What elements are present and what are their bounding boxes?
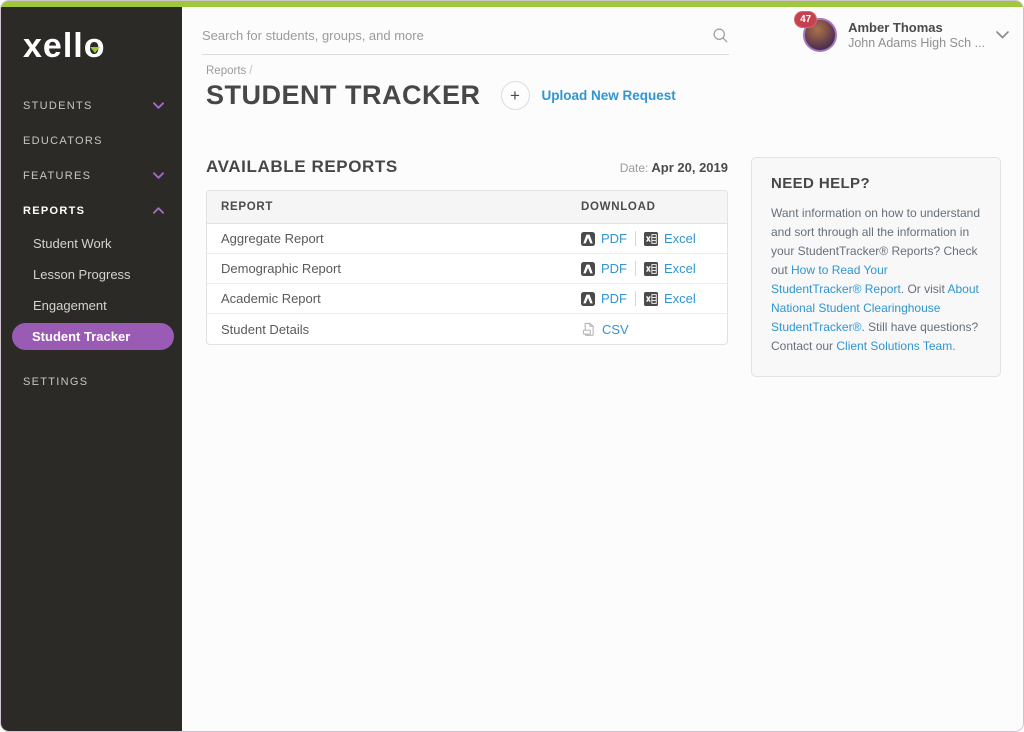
top-accent-bar [1, 1, 1023, 7]
topbar: 47 Amber Thomas John Adams High Sch ... [182, 7, 1023, 63]
pdf-download-link[interactable]: PDF [581, 291, 627, 306]
breadcrumb-reports-link[interactable]: Reports [206, 65, 247, 77]
user-name: Amber Thomas [848, 20, 943, 35]
sidebar-item-label: SETTINGS [23, 375, 89, 388]
sidebar-item-reports[interactable]: REPORTS [1, 193, 182, 228]
divider [635, 261, 636, 276]
table-row: Academic Report PDF Excel [207, 284, 727, 314]
download-column-header: DOWNLOAD [581, 201, 656, 213]
sidebar-item-features[interactable]: FEATURES [1, 158, 182, 193]
sidebar-item-label: EDUCATORS [23, 134, 103, 147]
pdf-icon [581, 291, 595, 306]
sidebar-nav: STUDENTS EDUCATORS FEATURES REPORTS Stud… [1, 88, 182, 399]
section-head: AVAILABLE REPORTS Date: Apr 20, 2019 [206, 157, 728, 177]
pdf-download-link[interactable]: PDF [581, 231, 627, 246]
sidebar-item-students[interactable]: STUDENTS [1, 88, 182, 123]
upload-label: Upload New Request [541, 88, 676, 103]
pdf-icon [581, 231, 595, 246]
help-link-client-solutions-team[interactable]: Client Solutions Team [836, 338, 953, 353]
title-row: STUDENT TRACKER + Upload New Request [206, 80, 1001, 111]
reports-table: REPORT DOWNLOAD Aggregate Report PDF [206, 190, 728, 345]
sidebar-item-label: FEATURES [23, 169, 92, 182]
report-name: Academic Report [221, 291, 321, 306]
xello-logo[interactable]: xello [23, 27, 182, 66]
excel-icon [644, 231, 658, 246]
sidebar-item-student-tracker[interactable]: Student Tracker [12, 323, 174, 350]
page-content: Reports / STUDENT TRACKER + Upload New Re… [182, 63, 1023, 377]
sidebar-item-educators[interactable]: EDUCATORS [1, 123, 182, 158]
plus-icon[interactable]: + [500, 81, 530, 110]
table-row: Student Details CSV [207, 314, 727, 344]
chevron-down-icon[interactable] [153, 102, 164, 109]
help-text-segment: . Or visit [900, 281, 948, 296]
excel-download-link[interactable]: Excel [644, 261, 696, 276]
user-menu[interactable]: 47 Amber Thomas John Adams High Sch ... [794, 11, 1009, 52]
sidebar-item-lesson-progress[interactable]: Lesson Progress [1, 259, 182, 290]
report-date: Date: Apr 20, 2019 [620, 160, 728, 175]
sidebar-item-settings[interactable]: SETTINGS [1, 364, 182, 399]
search-input[interactable] [202, 28, 712, 43]
available-reports-heading: AVAILABLE REPORTS [206, 157, 398, 176]
table-header: REPORT DOWNLOAD [207, 191, 727, 224]
avatar-wrap: 47 [794, 11, 838, 52]
page-title: STUDENT TRACKER [206, 80, 481, 110]
need-help-title: NEED HELP? [771, 175, 871, 192]
help-text-segment: Want information on how to understand an… [771, 206, 981, 277]
date-label: Date: [619, 161, 649, 175]
logo-triangle-icon [89, 46, 100, 53]
table-row: Demographic Report PDF Ex [207, 254, 727, 284]
search-icon[interactable] [712, 27, 729, 44]
logo-text: xell [23, 27, 84, 65]
date-value: Apr 20, 2019 [651, 160, 728, 175]
sidebar: xello STUDENTS EDUCATORS FEATURES REPORT… [1, 7, 182, 731]
chevron-down-icon[interactable] [153, 172, 164, 179]
reports-section: AVAILABLE REPORTS Date: Apr 20, 2019 REPO… [206, 157, 728, 345]
csv-icon [582, 322, 594, 336]
report-column-header: REPORT [221, 201, 274, 213]
help-text-segment: . [952, 338, 956, 353]
table-row: Aggregate Report PDF Exce [207, 224, 727, 254]
help-link-how-to-read[interactable]: How to Read Your StudentTracker® Report [771, 262, 901, 296]
upload-new-request-button[interactable]: + Upload New Request [500, 81, 676, 110]
help-link-about-clearinghouse[interactable]: About National Student Clearinghouse Stu… [771, 281, 979, 334]
search-bar [202, 17, 729, 55]
sidebar-item-engagement[interactable]: Engagement [1, 290, 182, 321]
report-name: Demographic Report [221, 261, 341, 276]
breadcrumb: Reports / [206, 65, 1001, 77]
sidebar-item-student-work[interactable]: Student Work [1, 228, 182, 259]
pdf-download-link[interactable]: PDF [581, 261, 627, 276]
sidebar-item-label: Lesson Progress [33, 267, 131, 282]
nav-spacer [1, 352, 182, 364]
excel-icon [644, 261, 658, 276]
excel-download-link[interactable]: Excel [644, 231, 696, 246]
csv-download-link[interactable]: CSV [581, 322, 629, 337]
report-name: Student Details [221, 321, 310, 337]
divider [635, 231, 636, 246]
sidebar-item-label: Engagement [33, 298, 107, 313]
main-area: 47 Amber Thomas John Adams High Sch ... … [182, 7, 1023, 731]
excel-icon [644, 291, 658, 306]
breadcrumb-separator: / [249, 65, 253, 77]
chevron-down-icon[interactable] [996, 31, 1009, 39]
divider [635, 291, 636, 306]
sidebar-item-label: STUDENTS [23, 99, 93, 112]
sidebar-item-label: Student Work [33, 236, 112, 251]
report-name: Aggregate Report [221, 231, 324, 246]
logo-o: o [83, 27, 106, 65]
pdf-icon [581, 261, 595, 276]
excel-download-link[interactable]: Excel [644, 291, 696, 306]
help-text: Want information on how to understand an… [771, 204, 981, 356]
notification-badge: 47 [794, 11, 818, 28]
help-text-segment: . Still have questions? Contact our [771, 319, 979, 353]
chevron-up-icon[interactable] [153, 207, 164, 214]
need-help-panel: NEED HELP? Want information on how to un… [751, 157, 1001, 377]
user-school: John Adams High Sch ... [848, 36, 985, 50]
sidebar-item-label: Student Tracker [32, 329, 131, 344]
user-text: Amber Thomas John Adams High Sch ... [848, 20, 985, 50]
sidebar-item-label: REPORTS [23, 204, 86, 217]
